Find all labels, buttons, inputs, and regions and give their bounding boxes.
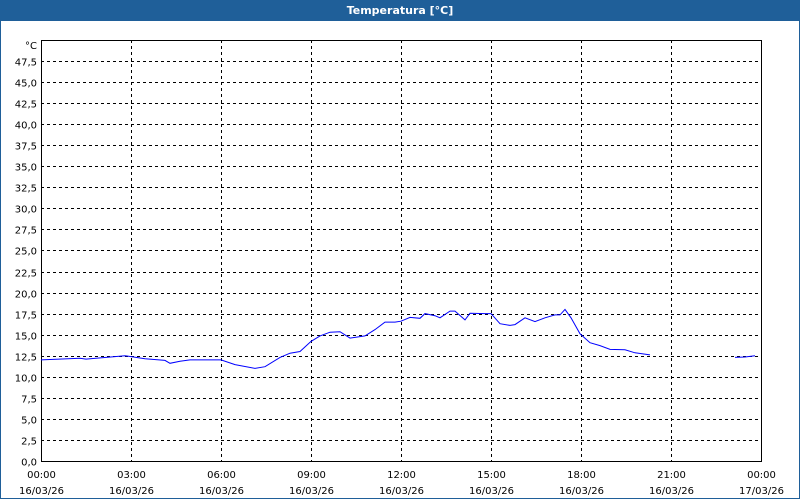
x-tick-date: 17/03/26 — [739, 486, 784, 497]
y-tick-label: 5,0 — [21, 416, 37, 427]
x-tick-time: 00:00 — [747, 470, 776, 481]
y-tick-label: 35,0 — [15, 163, 37, 174]
y-tick-label: 32,5 — [15, 184, 37, 195]
x-tick-date: 16/03/26 — [19, 486, 64, 497]
y-tick-label: 45,0 — [15, 79, 37, 90]
y-tick-label: 30,0 — [15, 205, 37, 216]
x-tick-time: 00:00 — [27, 470, 56, 481]
x-tick-date: 16/03/26 — [469, 486, 514, 497]
y-axis-unit-label: °C — [25, 41, 37, 52]
x-tick-date: 16/03/26 — [559, 486, 604, 497]
y-tick-label: 7,5 — [21, 395, 37, 406]
x-tick-date: 16/03/26 — [199, 486, 244, 497]
chart-title: Temperatura [°C] — [0, 0, 800, 21]
x-tick-time: 12:00 — [387, 470, 416, 481]
x-tick-time: 15:00 — [477, 470, 506, 481]
x-tick-time: 06:00 — [207, 470, 236, 481]
y-tick-label: 15,0 — [15, 332, 37, 343]
y-tick-label: 17,5 — [15, 311, 37, 322]
x-tick-time: 03:00 — [117, 470, 146, 481]
y-tick-label: 42,5 — [15, 100, 37, 111]
y-tick-label: 27,5 — [15, 226, 37, 237]
y-tick-label: 12,5 — [15, 353, 37, 364]
y-tick-label: 0,0 — [21, 458, 37, 469]
x-tick-date: 16/03/26 — [379, 486, 424, 497]
y-tick-label: 40,0 — [15, 121, 37, 132]
temperature-series-line — [40, 308, 651, 369]
y-tick-label: 47,5 — [15, 58, 37, 69]
y-tick-label: 25,0 — [15, 247, 37, 258]
y-tick-label: 10,0 — [15, 374, 37, 385]
x-tick-time: 09:00 — [297, 470, 326, 481]
x-tick-time: 21:00 — [657, 470, 686, 481]
x-tick-time: 18:00 — [567, 470, 596, 481]
y-tick-label: 37,5 — [15, 142, 37, 153]
x-tick-date: 16/03/26 — [649, 486, 694, 497]
plot-border — [41, 40, 762, 462]
y-tick-label: 20,0 — [15, 290, 37, 301]
x-tick-date: 16/03/26 — [289, 486, 334, 497]
y-tick-label: 2,5 — [21, 437, 37, 448]
y-tick-label: 22,5 — [15, 269, 37, 280]
x-tick-date: 16/03/26 — [109, 486, 154, 497]
